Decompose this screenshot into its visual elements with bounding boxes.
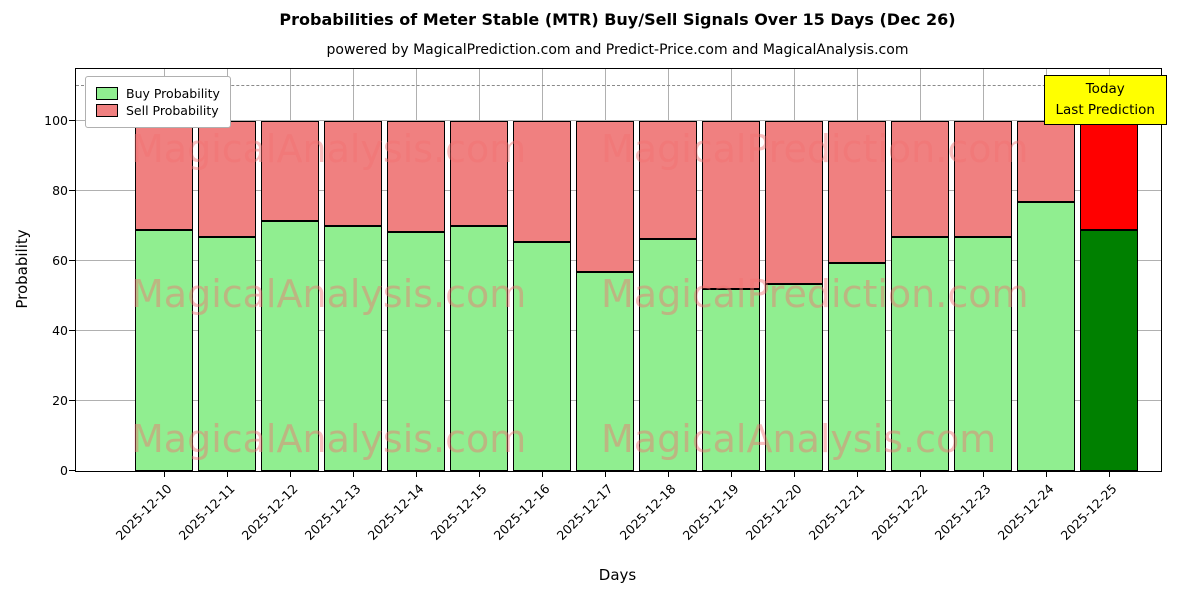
sell-bar-segment [765,121,823,284]
today-annotation-line2: Last Prediction [1055,101,1155,118]
legend-item-buy: Buy Probability [96,86,220,101]
sell-bar-segment [954,121,1012,237]
sell-bar-segment [828,121,886,264]
x-tick-mark [731,471,733,477]
buy-bar-segment [135,229,193,471]
sell-bar-segment [1080,121,1138,230]
x-tick-mark [479,471,481,477]
x-tick-mark [668,471,670,477]
sell-bar-segment [576,121,634,272]
y-tick-label: 100 [44,113,68,129]
sell-bar-segment [324,121,382,227]
sell-bar-segment [387,121,445,232]
legend-label-buy: Buy Probability [126,86,220,101]
x-axis-label: Days [598,566,637,584]
today-annotation: Today Last Prediction [1043,75,1167,125]
y-tick-label: 0 [60,463,68,478]
buy-bar-segment [1017,201,1075,471]
buy-bar-segment [261,221,319,471]
legend-label-sell: Sell Probability [126,103,219,118]
x-tick-mark [1109,471,1111,477]
x-tick-mark [1046,471,1048,477]
buy-bar-segment [576,271,634,471]
x-tick-mark [605,471,607,477]
buy-bar-segment [765,283,823,471]
sell-bar-segment [198,121,256,237]
x-tick-mark [542,471,544,477]
y-tick-mark [69,190,76,192]
buy-bar-segment [702,289,760,471]
buy-bar-segment [513,242,571,471]
chart-title: Probabilities of Meter Stable (MTR) Buy/… [279,10,956,29]
x-tick-mark [416,471,418,477]
sell-bar-segment [135,121,193,230]
chart-subtitle: powered by MagicalPrediction.com and Pre… [326,42,909,58]
sell-bar-segment [513,121,571,243]
y-tick-mark [69,260,76,262]
buy-bar-segment [198,236,256,471]
legend-item-sell: Sell Probability [96,103,220,118]
sell-bar-segment [261,121,319,222]
buy-bar-segment [1080,229,1138,471]
x-tick-mark [353,471,355,477]
x-tick-mark [920,471,922,477]
plot-area: Buy Probability Sell Probability Today L… [44,68,1167,543]
y-tick-label: 40 [52,323,68,339]
sell-color-swatch [96,104,118,117]
sell-bar-segment [639,121,697,239]
x-tick-mark [857,471,859,477]
y-tick-mark [69,120,76,122]
x-tick-mark [983,471,985,477]
y-tick-label: 60 [52,253,68,269]
y-tick-mark [69,399,76,402]
buy-bar-segment [639,238,697,471]
legend: Buy Probability Sell Probability [85,76,231,128]
y-gridline [76,120,1161,122]
x-tick-mark [290,471,292,477]
sell-bar-segment [450,121,508,227]
x-tick-mark [794,471,796,477]
y-tick-label: 20 [52,393,68,409]
sell-bar-segment [891,121,949,237]
buy-bar-segment [324,226,382,471]
threshold-dashed-line [76,85,1161,87]
y-tick-label: 80 [52,183,68,199]
y-tick-mark [69,330,76,332]
buy-color-swatch [96,87,118,100]
x-tick-mark [164,471,166,477]
buy-bar-segment [954,236,1012,471]
y-tick-mark [69,469,76,471]
buy-bar-segment [891,236,949,471]
buy-bar-segment [450,226,508,471]
x-tick-mark [227,471,229,477]
buy-bar-segment [387,231,445,471]
sell-bar-segment [702,121,760,290]
buy-bar-segment [828,263,886,471]
sell-bar-segment [1017,121,1075,202]
today-annotation-line1: Today [1085,81,1125,97]
